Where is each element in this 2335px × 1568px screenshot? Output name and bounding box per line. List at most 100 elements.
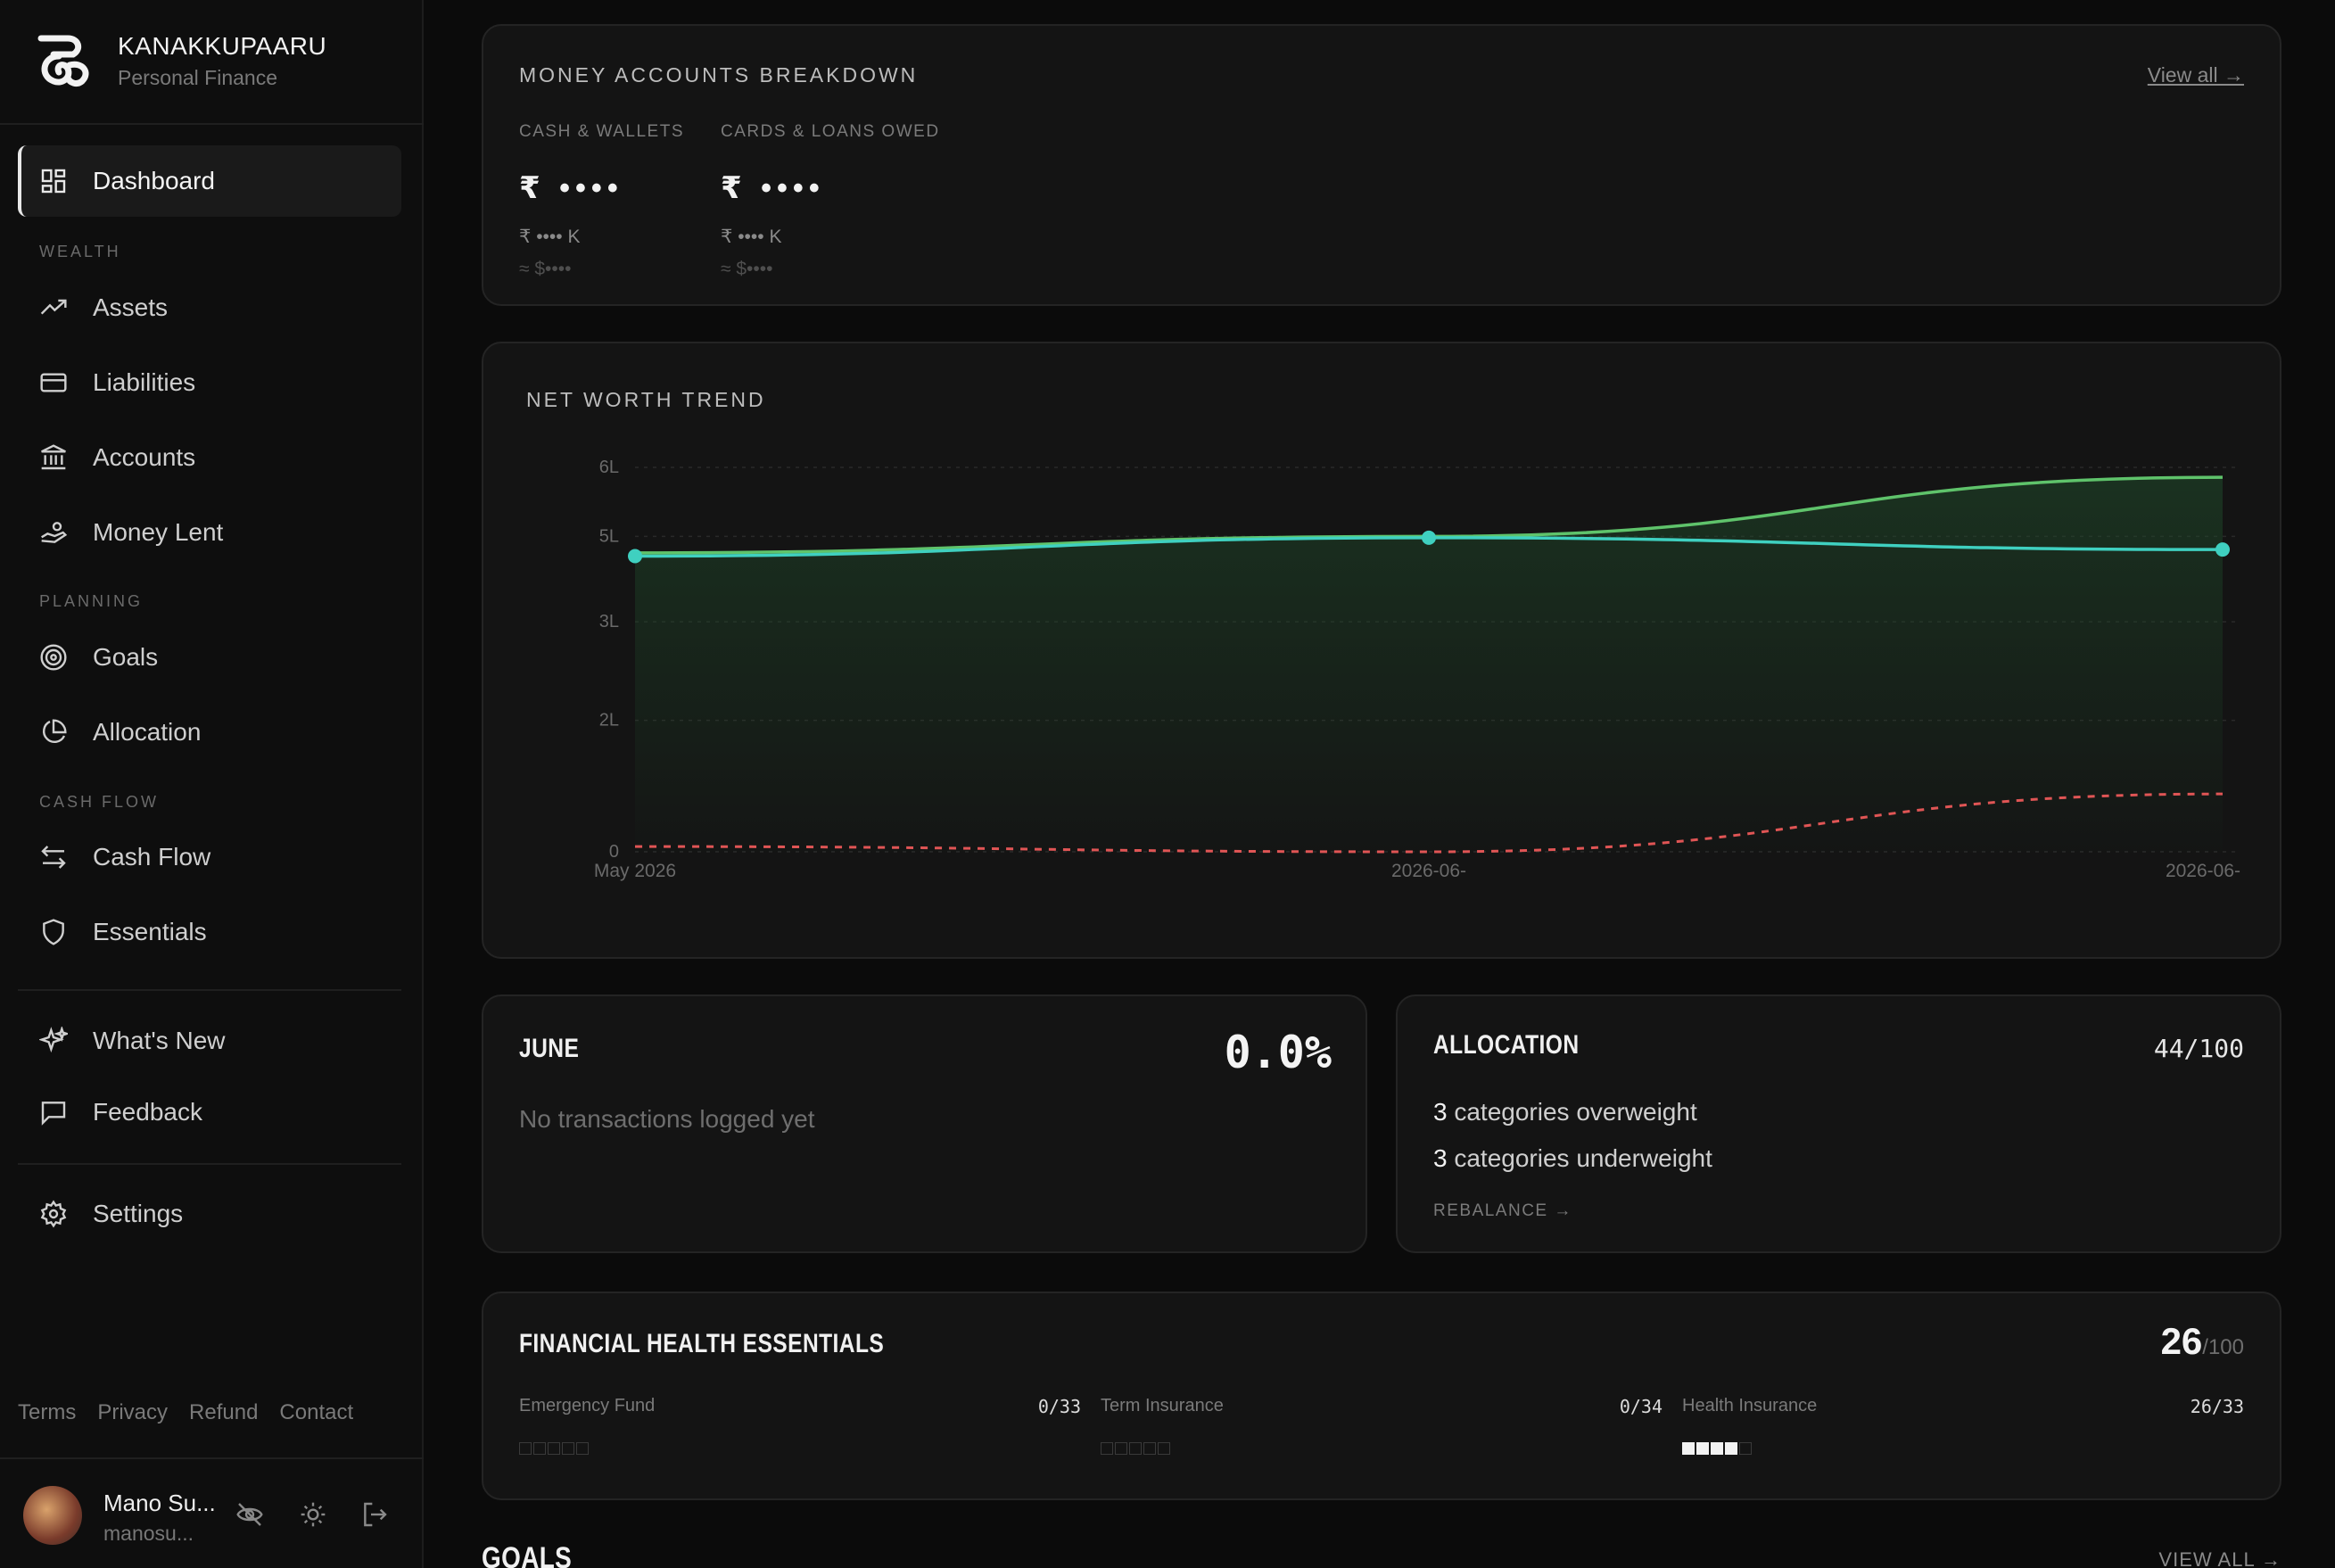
sidebar-item-cash-flow[interactable]: Cash Flow [18,821,401,893]
credit-card-icon [40,373,67,392]
sidebar-item-liabilities[interactable]: Liabilities [18,347,401,418]
health-bar-segment [1696,1442,1709,1455]
nav-section-planning: PLANNING [39,592,144,610]
bank-icon [41,444,66,470]
series-point[interactable] [1422,530,1436,545]
goals-title: GOALS [482,1541,573,1568]
sidebar-item-label: Cash Flow [93,843,211,871]
nav-section-cashflow: CASH FLOW [39,793,160,811]
x-tick-label: 2026-06- [2166,861,2240,881]
x-tick-label: May 2026 [594,861,676,881]
health-bar-segment [1711,1442,1723,1455]
overweight-text: categories overweight [1454,1098,1697,1126]
y-tick-label: 6L [599,458,619,477]
accounts-breakdown-card: MONEY ACCOUNTS BREAKDOWN View all → CASH… [482,24,2281,306]
sidebar-item-dashboard[interactable]: Dashboard [18,145,401,217]
logout-icon[interactable] [360,1500,389,1529]
health-bar-segment [1101,1442,1113,1455]
cards-loans-short: ₹ •••• K [721,227,782,247]
allocation-card[interactable]: ALLOCATION 44/100 3 categories overweigh… [1396,994,2281,1253]
sidebar-item-whats-new[interactable]: What's New [18,1005,401,1077]
sidebar-item-assets[interactable]: Assets [18,272,401,343]
refund-link[interactable]: Refund [189,1400,259,1424]
health-item-score: 26/33 [2190,1396,2244,1417]
sidebar-item-allocation[interactable]: Allocation [18,697,401,768]
brand-logo-icon [37,35,89,87]
terms-link[interactable]: Terms [18,1400,77,1424]
health-bar-segment [519,1442,532,1455]
sidebar-divider [0,123,424,125]
sidebar-item-feedback[interactable]: Feedback [18,1077,401,1148]
net-worth-chart[interactable]: 0 2L 3L 5L 6L May 2026 2026-06- 2026-06- [483,343,2280,957]
june-title: JUNE [519,1034,580,1063]
financial-health-card[interactable]: FINANCIAL HEALTH ESSENTIALS 26/100 Emerg… [482,1292,2281,1500]
sidebar-item-label: Feedback [93,1098,202,1126]
sidebar-item-label: What's New [93,1027,226,1054]
app-name: KANAKKUPAARU [118,31,327,60]
hand-coins-icon [41,522,68,543]
health-bar-segment [548,1442,560,1455]
y-tick-label: 3L [599,612,619,631]
sparkles-icon [39,1027,68,1053]
sidebar-item-label: Allocation [93,718,202,746]
y-tick-label: 0 [609,842,619,862]
health-bar-segment [1682,1442,1695,1455]
underweight-count: 3 [1433,1144,1448,1172]
user-email: manosu... [103,1522,194,1545]
user-name: Mano Su... [103,1490,216,1516]
view-all-accounts-link[interactable]: View all → [2147,63,2244,87]
trending-up-icon [40,299,67,315]
shield-icon [43,919,64,945]
sidebar-item-money-lent[interactable]: Money Lent [18,497,401,568]
sidebar-divider [18,989,401,991]
health-bar-segment [1725,1442,1737,1455]
cash-wallets-value: ₹ •••• [519,171,623,205]
goals-view-all-link[interactable]: VIEW ALL → [2158,1548,2281,1568]
cards-loans-value: ₹ •••• [721,171,825,205]
health-bar-segment [1129,1442,1142,1455]
health-bar-segment [1143,1442,1156,1455]
allocation-score: 44/100 [2153,1034,2244,1063]
allocation-underweight: 3 categories underweight [1433,1144,1712,1173]
cash-wallets-block[interactable]: CASH & WALLETS ₹ •••• ₹ •••• K ≈ $•••• [519,122,684,280]
cash-wallets-label: CASH & WALLETS [519,122,685,141]
cash-wallets-short: ₹ •••• K [519,227,581,247]
series-line[interactable] [634,792,2224,854]
sidebar-item-essentials[interactable]: Essentials [18,896,401,968]
june-summary-card[interactable]: JUNE 0.0% No transactions logged yet [482,994,1367,1253]
cards-loans-block[interactable]: CARDS & LOANS OWED ₹ •••• ₹ •••• K ≈ $••… [721,122,940,280]
sidebar-item-label: Liabilities [93,368,196,396]
health-bar-segment [1739,1442,1752,1455]
brand[interactable]: KANAKKUPAARU Personal Finance [32,25,326,96]
sidebar-item-label: Money Lent [93,518,224,546]
sidebar-divider [18,1163,401,1165]
june-savings-rate: 0.0% [1224,1027,1332,1078]
rebalance-link[interactable]: REBALANCE → [1433,1201,1572,1220]
series-point[interactable] [2215,542,2230,557]
health-item-bar [519,1442,589,1455]
cards-loans-usd: ≈ $•••• [721,259,773,279]
y-tick-label: 5L [599,526,619,546]
sidebar-item-label: Assets [93,293,169,321]
health-item-bar [1101,1442,1170,1455]
health-score-value: 26 [2160,1320,2203,1362]
sidebar-item-accounts[interactable]: Accounts [18,422,401,493]
series-point[interactable] [628,549,642,564]
cash-wallets-usd: ≈ $•••• [519,259,572,279]
sidebar-item-goals[interactable]: Goals [18,622,401,693]
health-score-max: /100 [2202,1335,2244,1359]
contact-link[interactable]: Contact [279,1400,354,1424]
overweight-count: 3 [1433,1098,1448,1126]
june-empty-message: No transactions logged yet [519,1105,815,1133]
user-panel: Mano Su... manosu... [0,1457,424,1568]
sidebar-item-label: Goals [93,643,159,671]
avatar[interactable] [23,1486,82,1545]
privacy-link[interactable]: Privacy [97,1400,169,1424]
nav-section-wealth: WEALTH [39,243,121,260]
sun-icon[interactable] [299,1500,327,1529]
sidebar-item-label: Accounts [93,443,196,471]
eye-off-icon[interactable] [235,1500,264,1529]
financial-health-score: 26/100 [2161,1320,2244,1363]
sidebar-item-settings[interactable]: Settings [18,1178,401,1250]
app-subtitle: Personal Finance [118,65,277,89]
